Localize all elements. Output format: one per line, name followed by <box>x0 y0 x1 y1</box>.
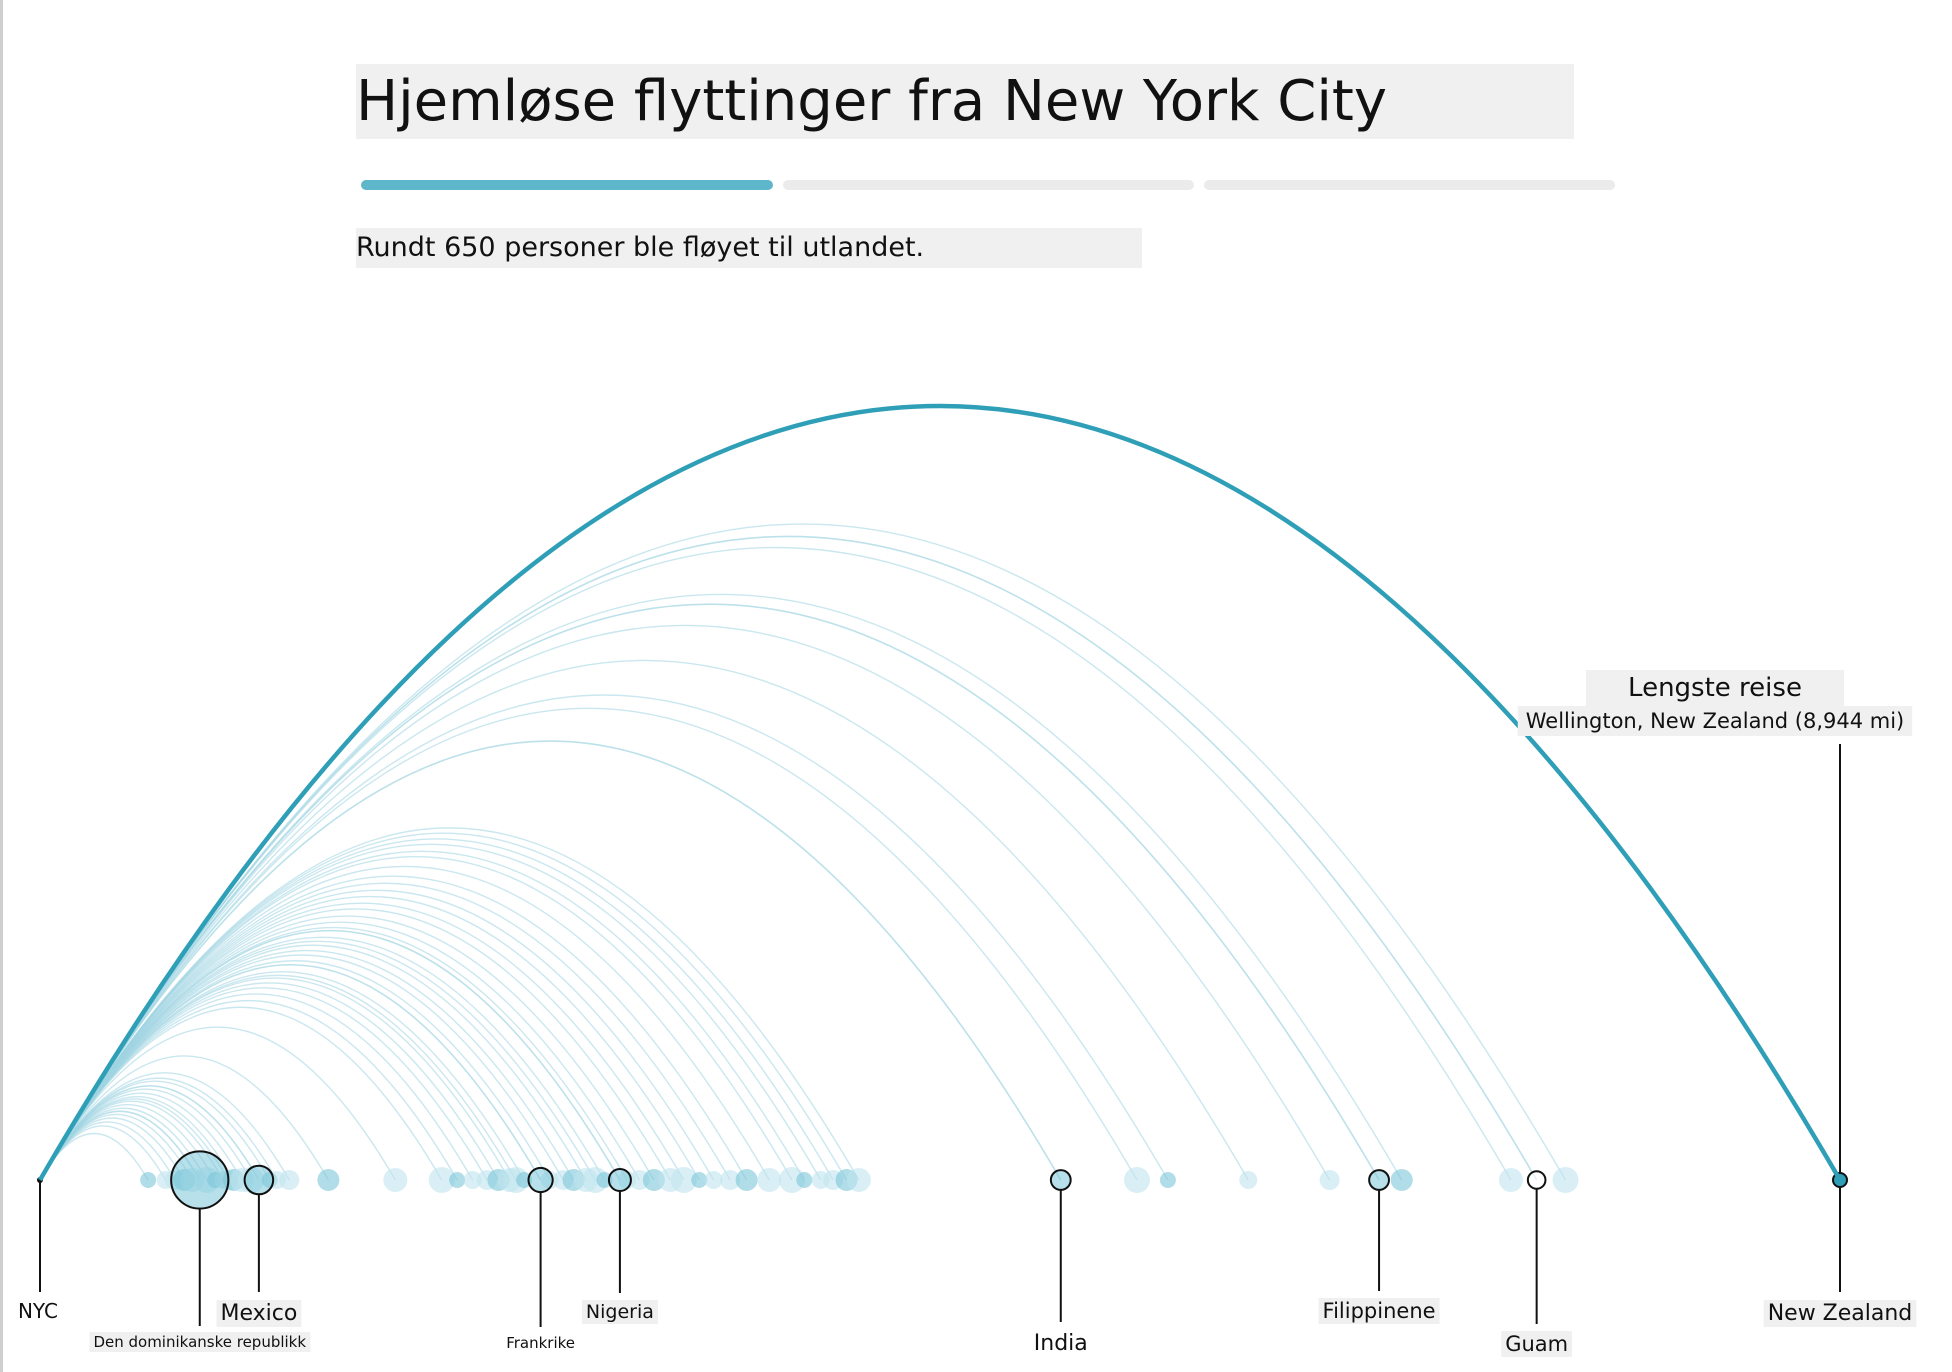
destination-dot[interactable] <box>1123 1167 1150 1193</box>
highlighted-destination-dot[interactable] <box>1526 1170 1547 1190</box>
destination-dot[interactable] <box>449 1172 466 1188</box>
destination-dot[interactable] <box>1159 1172 1176 1188</box>
faint-arcs-group <box>39 523 1567 1181</box>
callout-background <box>1586 670 1844 706</box>
highlighted-destination-dot[interactable] <box>1368 1169 1390 1191</box>
destination-dot[interactable] <box>1552 1167 1579 1193</box>
destination-label: New Zealand <box>1768 1301 1913 1326</box>
longest-trip-callout: Lengste reise Wellington, New Zealand (8,… <box>1517 670 1913 1173</box>
destination-label: Nigeria <box>586 1301 654 1323</box>
destination-arc <box>39 827 860 1181</box>
left-edge-divider <box>0 0 3 1372</box>
destination-arc <box>39 660 1249 1181</box>
destination-dots-group <box>37 1150 1848 1210</box>
label-background <box>89 1332 311 1352</box>
destination-dot[interactable] <box>1390 1169 1413 1191</box>
leader-lines-group <box>39 1180 1841 1327</box>
destination-dot[interactable] <box>735 1169 758 1191</box>
highlighted-destination-dot[interactable] <box>1049 1169 1072 1191</box>
step-caption: Rundt 650 personer ble fløyet til utland… <box>356 228 1142 268</box>
destination-dot[interactable] <box>1498 1168 1523 1192</box>
label-background <box>1501 1331 1573 1357</box>
page-title: Hjemløse flyttinger fra New York City <box>356 64 1574 139</box>
origin-label: NYC <box>18 1299 58 1323</box>
destination-arc <box>39 546 1512 1181</box>
destination-dot[interactable] <box>317 1169 340 1191</box>
destination-dot[interactable] <box>463 1171 482 1189</box>
destination-dot[interactable] <box>383 1168 408 1192</box>
destination-arc <box>39 964 542 1181</box>
highlighted-destination-dot[interactable] <box>527 1166 554 1194</box>
destination-dot[interactable] <box>796 1172 813 1188</box>
destination-dot[interactable] <box>140 1172 157 1188</box>
destination-label: Mexico <box>220 1301 297 1326</box>
highlighted-destination-dot[interactable] <box>607 1168 632 1192</box>
destination-dot[interactable] <box>1239 1171 1258 1189</box>
label-background <box>581 1300 658 1324</box>
destination-label: Guam <box>1505 1332 1568 1356</box>
destination-dot[interactable] <box>757 1168 782 1192</box>
destination-dot[interactable] <box>516 1172 533 1188</box>
destination-dot[interactable] <box>596 1172 613 1188</box>
destination-dot[interactable] <box>720 1170 741 1190</box>
destination-dot[interactable] <box>279 1170 300 1190</box>
label-background <box>1763 1300 1917 1327</box>
destination-arc <box>39 1026 396 1181</box>
progress-step-1[interactable] <box>361 180 773 190</box>
destination-dot[interactable] <box>428 1167 455 1193</box>
destination-label: Den dominikanske republikk <box>93 1333 306 1351</box>
destination-arc <box>39 535 1538 1181</box>
label-background <box>216 1300 302 1327</box>
destination-dot[interactable] <box>642 1169 665 1191</box>
label-background <box>1318 1298 1440 1324</box>
destination-arc <box>39 625 1331 1181</box>
destination-dot[interactable] <box>704 1171 723 1189</box>
destination-arc <box>39 740 1062 1181</box>
destination-arc <box>39 603 1380 1181</box>
callout-background <box>1517 706 1913 736</box>
callout-detail: Wellington, New Zealand (8,944 mi) <box>1526 709 1904 733</box>
progress-step-2[interactable] <box>783 180 1194 190</box>
callout-heading: Lengste reise <box>1628 673 1802 703</box>
highlighted-destination-dot[interactable] <box>170 1150 230 1210</box>
destination-dot[interactable] <box>691 1172 708 1188</box>
destination-dot[interactable] <box>846 1168 871 1192</box>
destination-dot[interactable] <box>670 1167 697 1193</box>
destination-dot[interactable] <box>778 1167 805 1193</box>
destination-label: India <box>1034 1331 1088 1356</box>
destination-arc <box>39 929 621 1181</box>
progress-step-3[interactable] <box>1204 180 1615 190</box>
destination-labels-group: Den dominikanske republikk Mexico Frankrik… <box>18 1298 1917 1357</box>
destination-dot[interactable] <box>1319 1170 1340 1190</box>
destination-label: Filippinene <box>1323 1299 1436 1323</box>
longest-arc-group <box>38 404 1842 1182</box>
destination-arc <box>39 1055 330 1181</box>
destination-arc <box>39 694 1169 1181</box>
longest-trip-arc <box>38 404 1842 1182</box>
step-progress <box>361 180 1615 190</box>
destination-arc <box>39 1085 260 1181</box>
destination-label: Frankrike <box>506 1334 575 1352</box>
highlighted-destination-dot[interactable] <box>243 1164 275 1196</box>
destination-arc <box>39 707 1138 1181</box>
